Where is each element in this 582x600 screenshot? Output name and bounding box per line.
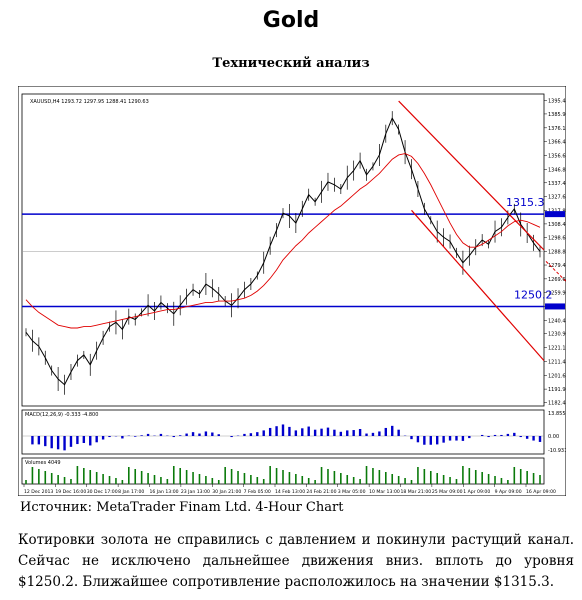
page-subtitle: Технический анализ	[212, 56, 370, 71]
y-tick-label: 1327.60	[548, 195, 566, 201]
y-tick-label: 1366.40	[548, 140, 566, 146]
x-tick-label: 16 Jan 13:00	[150, 489, 179, 495]
x-tick-label: 12 Dec 2013	[24, 489, 53, 495]
volume-label: Volumes 4049	[25, 460, 61, 466]
chart-frame	[17, 85, 567, 497]
x-tick-label: 23 Jan 13:00	[181, 489, 210, 495]
y-tick-label: 1298.65	[548, 236, 566, 242]
x-tick-label: 9 Apr 09:00	[495, 489, 522, 495]
y-tick-label: 1269.65	[548, 277, 566, 283]
x-axis: 12 Dec 2013 19 Dec 16:00 30 Dec 17:00 8 Jan…	[23, 484, 556, 495]
resistance-level-price-tag	[545, 211, 565, 218]
y-tick-label: 1395.40	[548, 99, 566, 105]
x-tick-label: 8 Jan 17:00	[118, 489, 144, 495]
y-tick-label: 1240.40	[548, 318, 566, 324]
x-tick-label: 3 Mar 05:00	[338, 489, 366, 495]
page-title: Gold	[262, 8, 320, 33]
macd-panel: MACD(12,26,9) -0.333 -4.800 13.855 0.00 -10…	[21, 409, 567, 455]
chart-container: XAUUSD,H4 1293.72 1297.95 1288.41 1290.6…	[17, 85, 582, 497]
y-tick-label: 1346.85	[548, 167, 566, 173]
moving-average-line	[25, 153, 541, 329]
y-tick-label: 1279.40	[548, 263, 566, 269]
y-tick-label: 1191.90	[548, 387, 566, 393]
resistance-level-label: 1315.3	[506, 196, 545, 209]
x-tick-label: 14 Feb 13:00	[275, 489, 305, 495]
y-tick-label: 1201.60	[548, 373, 566, 379]
x-tick-label: 10 Mar 13:00	[369, 489, 400, 495]
macd-tick-label: 0.00	[548, 434, 559, 440]
x-tick-label: 7 Feb 05:00	[244, 489, 271, 495]
y-tick-label: 1308.40	[548, 222, 566, 228]
macd-plot-area	[21, 409, 545, 455]
x-tick-label: 19 Dec 16:00	[55, 489, 86, 495]
volume-panel: Volumes 4049	[21, 457, 545, 485]
y-tick-label: 1221.15	[548, 346, 566, 352]
y-tick-label: 1211.40	[548, 359, 566, 365]
x-tick-label: 25 Mar 09:00	[432, 489, 463, 495]
x-tick-label: 1 Apr 09:00	[463, 489, 490, 495]
y-tick-label: 1182.40	[548, 401, 566, 407]
x-tick-label: 24 Feb 21:00	[306, 489, 336, 495]
source-note: Источник: MetaTrader Finam Ltd. 4-Hour C…	[20, 500, 344, 515]
y-tick-label: 1259.90	[548, 291, 566, 297]
y-tick-label: 1385.95	[548, 112, 566, 118]
symbol-header: XAUUSD,H4 1293.72 1297.95 1288.41 1290.6…	[30, 99, 149, 105]
channel-upper-line	[398, 100, 545, 251]
channel-lower-line	[411, 209, 545, 362]
x-tick-label: 18 Mar 21:00	[401, 489, 432, 495]
x-tick-label: 16 Apr 09:00	[526, 489, 556, 495]
x-tick-label: 30 Dec 17:00	[87, 489, 118, 495]
price-series-line	[25, 116, 541, 386]
y-tick-label: 1376.15	[548, 126, 566, 132]
support-level-label: 1250.2	[514, 288, 553, 301]
y-tick-label: 1337.40	[548, 181, 566, 187]
y-tick-label: 1356.65	[548, 153, 566, 159]
price-panel: XAUUSD,H4 1293.72 1297.95 1288.41 1290.6…	[21, 93, 582, 407]
y-tick-label: 1230.95	[548, 332, 566, 338]
macd-label: MACD(12,26,9) -0.333 -4.800	[25, 412, 98, 418]
analysis-comment: Котировки золота не справились с давлени…	[18, 532, 574, 590]
macd-tick-label: -10.931	[548, 448, 566, 454]
support-level-price-tag	[545, 303, 565, 310]
macd-tick-label: 13.855	[548, 411, 566, 417]
y-tick-label: 1288.85	[548, 250, 566, 256]
x-tick-label: 30 Jan 21:00	[212, 489, 241, 495]
chart-svg: XAUUSD,H4 1293.72 1297.95 1288.41 1290.6…	[17, 85, 582, 497]
